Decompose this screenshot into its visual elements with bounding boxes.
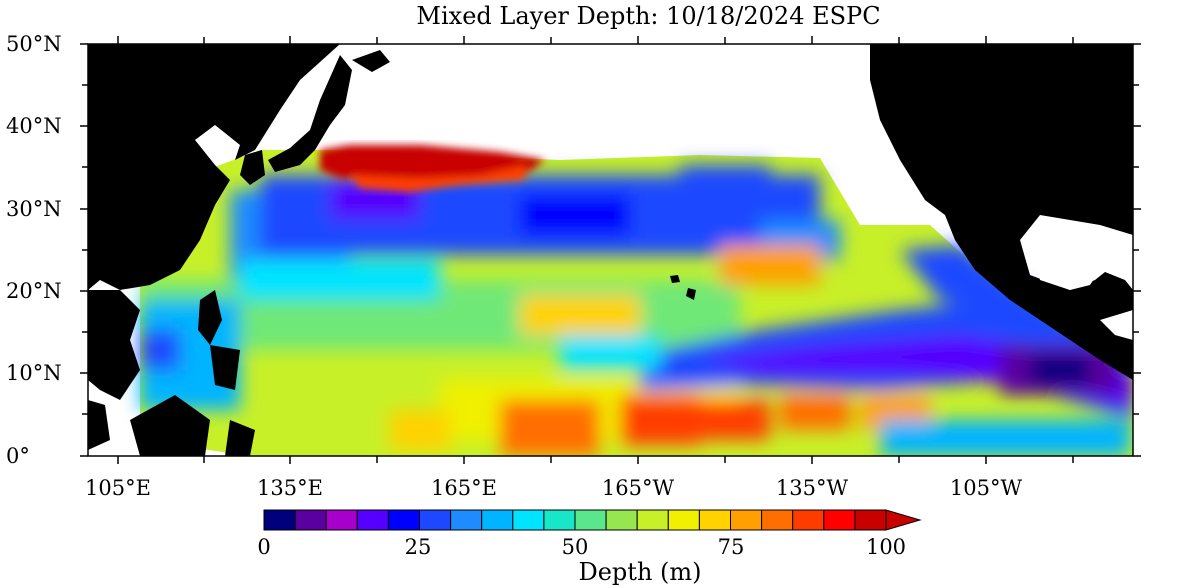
lon-label-135w: 135°W	[775, 476, 849, 500]
colorbar-tick-25: 25	[404, 535, 432, 559]
mixed-layer-depth-field	[140, 145, 1133, 456]
lon-label-165e: 165°E	[431, 476, 497, 500]
colorbar	[263, 509, 922, 531]
land-masses	[88, 44, 1133, 456]
colorbar-swatch	[512, 509, 545, 531]
colorbar-tick-100: 100	[865, 535, 907, 559]
lat-label-10n: 10°N	[6, 361, 62, 385]
colorbar-tick-75: 75	[717, 535, 745, 559]
lon-label-105w: 105°W	[949, 476, 1023, 500]
colorbar-swatch	[419, 509, 452, 531]
lat-label-50n: 50°N	[6, 32, 62, 56]
colorbar-swatch	[667, 509, 700, 531]
colorbar-tick-50: 50	[561, 535, 589, 559]
colorbar-swatch	[730, 509, 763, 531]
colorbar-swatch	[636, 509, 669, 531]
colorbar-swatch	[605, 509, 638, 531]
lat-label-20n: 20°N	[6, 279, 62, 303]
colorbar-extend-arrow	[885, 509, 922, 531]
colorbar-swatch	[481, 509, 514, 531]
colorbar-swatch	[761, 509, 794, 531]
gulf-region	[1030, 225, 1133, 340]
colorbar-tick-0: 0	[257, 535, 271, 559]
colorbar-swatch	[263, 509, 296, 531]
colorbar-swatch	[854, 509, 887, 531]
lon-label-135e: 135°E	[257, 476, 323, 500]
colorbar-swatch	[450, 509, 483, 531]
colorbar-swatch	[543, 509, 576, 531]
colorbar-swatch	[356, 509, 389, 531]
colorbar-title: Depth (m)	[578, 558, 702, 586]
plot-area	[88, 44, 1133, 456]
colorbar-swatch	[698, 509, 732, 531]
colorbar-swatch	[823, 509, 856, 531]
lon-label-165w: 165°W	[601, 476, 675, 500]
colorbar-swatch	[387, 509, 420, 531]
colorbar-swatch	[325, 509, 358, 531]
lon-label-105e: 105°E	[85, 476, 151, 500]
map-title: Mixed Layer Depth: 10/18/2024 ESPC	[416, 2, 881, 30]
colorbar-swatch	[574, 509, 607, 531]
colorbar-swatch	[792, 509, 825, 531]
axis-ticks	[80, 36, 1141, 464]
lat-label-40n: 40°N	[6, 114, 62, 138]
lat-label-0: 0°	[6, 444, 30, 468]
lat-label-30n: 30°N	[6, 197, 62, 221]
colorbar-swatch	[294, 509, 327, 531]
